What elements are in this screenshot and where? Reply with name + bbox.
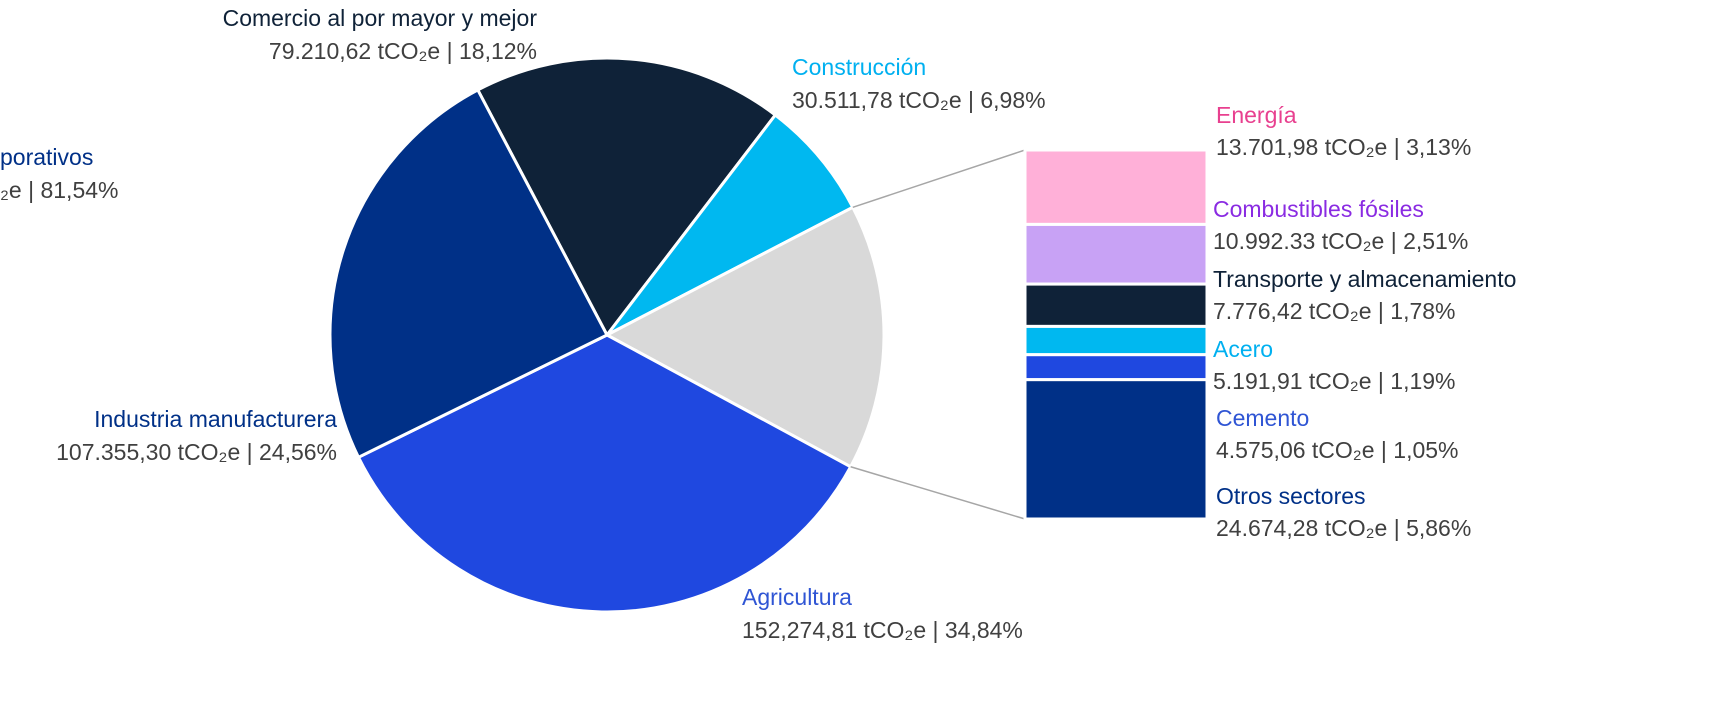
slice-label: Agricultura [742,584,852,610]
cut-label: porativos [0,144,93,170]
bar-segment [1023,353,1209,382]
bar-label: Acero [1213,336,1273,362]
slice-value-label: 30.511,78 tCO₂e | 6,98% [792,87,1046,113]
bar-label: Cemento [1216,405,1309,431]
slice-label: Industria manufacturera [94,406,337,432]
bar-segment [1023,378,1209,521]
bar-value-label: 10.992.33 tCO₂e | 2,51% [1213,228,1468,254]
bar-label: Combustibles fósiles [1213,196,1424,222]
bar-value-label: 5.191,91 tCO₂e | 1,19% [1213,368,1456,394]
bar-value-label: 7.776,42 tCO₂e | 1,78% [1213,298,1456,324]
bar-value-label: 4.575,06 tCO₂e | 1,05% [1216,437,1459,463]
pie-slice [328,87,610,460]
bar-value-label: 13.701,98 tCO₂e | 3,13% [1216,134,1471,160]
pie-slice [605,112,855,337]
connector [850,466,1026,520]
bar-segment [1023,282,1209,328]
slice-value-label: 79.210,62 tCO₂e | 18,12% [269,38,537,64]
slice-value-label: 107.355,30 tCO₂e | 24,56% [56,439,337,465]
bar-label: Transporte y almacenamiento [1213,266,1516,292]
cut-label: ₂e | 81,54% [0,177,118,203]
slice-label: Comercio al por mayor y mejor [223,5,538,31]
bar-segment [1023,148,1209,226]
pie-slice [356,333,853,614]
slice-value-label: 152,274,81 tCO₂e | 34,84% [742,617,1023,643]
pie-slice [475,56,778,338]
bar-label: Energía [1216,102,1297,128]
connector [852,149,1026,208]
pie-slice [603,205,886,469]
bar-segment [1023,222,1209,286]
slice-label: Construcción [792,54,926,80]
bar-value-label: 24.674,28 tCO₂e | 5,86% [1216,515,1471,541]
bar-segment [1023,324,1209,357]
bar-label: Otros sectores [1216,483,1366,509]
